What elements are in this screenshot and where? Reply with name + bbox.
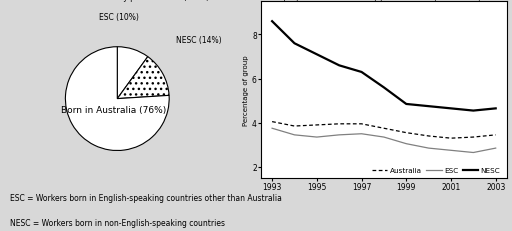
Australia [336, 123, 342, 126]
Wedge shape [117, 48, 148, 99]
Australia [381, 127, 387, 130]
Wedge shape [117, 57, 169, 99]
Australia [493, 134, 499, 137]
ESC [381, 136, 387, 139]
Australia [448, 137, 454, 140]
Text: ESC = Workers born in English-speaking countries other than Australia: ESC = Workers born in English-speaking c… [10, 193, 282, 202]
Line: NESC: NESC [272, 22, 496, 111]
Australia [403, 132, 409, 134]
Line: ESC: ESC [272, 129, 496, 153]
ESC [448, 149, 454, 152]
Text: NESC = Workers born in non-English-speaking countries: NESC = Workers born in non-English-speak… [10, 218, 225, 227]
NESC [448, 107, 454, 110]
Text: Workforce in Australia by place of birth (2003): Workforce in Australia by place of birth… [31, 0, 209, 2]
Text: Born in Australia (76%): Born in Australia (76%) [61, 106, 166, 114]
Text: Unemployment in Australia by place of birth (1993-2003): Unemployment in Australia by place of bi… [261, 0, 481, 2]
ESC [314, 136, 320, 139]
Australia [470, 136, 476, 139]
NESC [493, 107, 499, 110]
ESC [291, 134, 297, 137]
ESC [425, 147, 432, 150]
NESC [291, 43, 297, 46]
ESC [403, 143, 409, 146]
NESC [314, 54, 320, 56]
ESC [493, 147, 499, 150]
Australia [314, 124, 320, 127]
Y-axis label: Percentage of group: Percentage of group [243, 55, 249, 125]
Text: NESC (14%): NESC (14%) [177, 36, 222, 45]
ESC [336, 134, 342, 137]
NESC [269, 21, 275, 24]
NESC [381, 87, 387, 89]
Line: Australia: Australia [272, 122, 496, 139]
ESC [358, 133, 365, 136]
NESC [425, 105, 432, 108]
Australia [269, 121, 275, 123]
Wedge shape [66, 48, 169, 151]
NESC [403, 103, 409, 106]
NESC [470, 110, 476, 112]
Legend: Australia, ESC, NESC: Australia, ESC, NESC [369, 164, 503, 176]
Australia [425, 135, 432, 138]
Australia [358, 123, 365, 126]
Australia [291, 125, 297, 128]
ESC [470, 152, 476, 154]
NESC [336, 65, 342, 67]
ESC [269, 127, 275, 130]
NESC [358, 71, 365, 74]
Text: ESC (10%): ESC (10%) [99, 13, 139, 22]
